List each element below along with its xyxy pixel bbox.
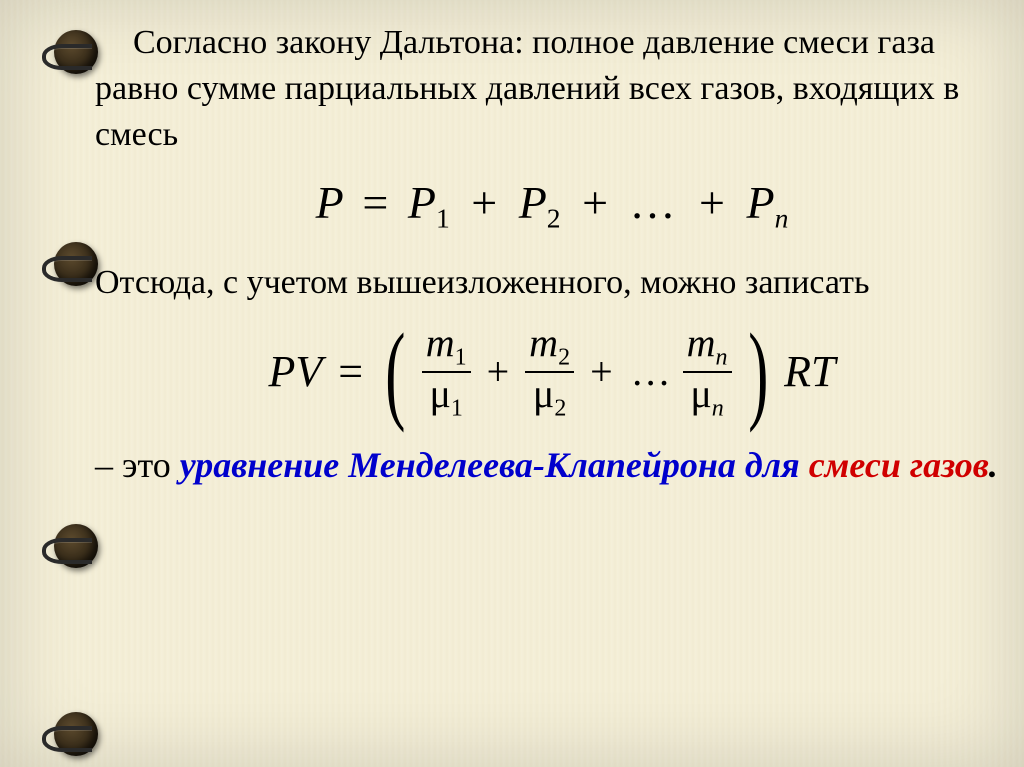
binder-hole	[52, 522, 100, 570]
fraction: mn μn	[683, 322, 732, 421]
dash-text: – это	[95, 445, 180, 485]
binder-hole	[52, 710, 100, 758]
term-red: смеси газов	[809, 445, 989, 485]
f1-lhs: P	[316, 177, 343, 228]
equals-sign: =	[328, 346, 373, 397]
binder-holes	[0, 0, 95, 767]
formula-dalton: P = P1 + P2 + … + Pn	[95, 176, 1009, 235]
f1-term: P2	[519, 177, 561, 228]
plus-sign: +	[689, 177, 735, 228]
plus-sign: +	[461, 177, 507, 228]
formula-mendeleev-clapeyron: PV = ( m1 μ1 + m2 μ2 + … mn μn ) RT	[95, 322, 1009, 421]
fraction: m2 μ2	[525, 322, 574, 421]
f2-rhs: RT	[780, 346, 835, 397]
plus-sign: +	[475, 348, 522, 395]
f1-term: Pn	[747, 177, 789, 228]
f1-term: P1	[408, 177, 450, 228]
paragraph-2: Отсюда, с учетом вышеизложенного, можно …	[95, 260, 1009, 306]
paragraph-3: – это уравнение Менделеева-Клапейрона дл…	[95, 441, 1009, 490]
right-paren: )	[746, 328, 771, 416]
binder-hole	[52, 28, 100, 76]
plus-sign: +	[578, 348, 625, 395]
binder-hole	[52, 240, 100, 288]
fraction: m1 μ1	[422, 322, 471, 421]
slide-content: Согласно закону Дальтона: полное давлени…	[95, 20, 1009, 526]
f2-lhs: PV	[268, 346, 328, 397]
ellipsis: …	[630, 177, 678, 228]
ellipsis: …	[625, 348, 679, 395]
equals-sign: =	[354, 177, 396, 228]
paragraph-1: Согласно закону Дальтона: полное давлени…	[95, 20, 1009, 158]
plus-sign: +	[572, 177, 618, 228]
term-blue: уравнение Менделеева-Клапейрона для	[180, 445, 809, 485]
left-paren: (	[383, 328, 408, 416]
final-dot: .	[989, 445, 998, 485]
